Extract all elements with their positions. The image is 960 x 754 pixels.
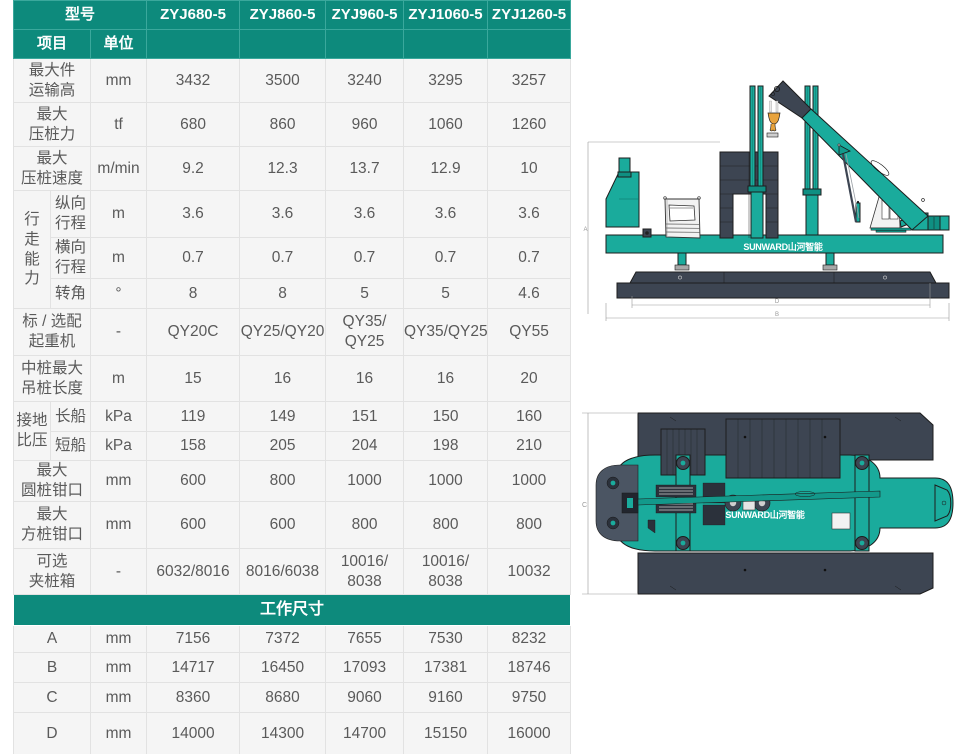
svg-text:C: C xyxy=(582,502,587,509)
svg-text:SUNWARD山河智能: SUNWARD山河智能 xyxy=(725,509,804,520)
svg-text:A: A xyxy=(584,227,588,233)
svg-text:SUNWARD山河智能: SUNWARD山河智能 xyxy=(743,241,822,252)
svg-text:D: D xyxy=(775,299,780,305)
svg-text:B: B xyxy=(775,312,779,318)
